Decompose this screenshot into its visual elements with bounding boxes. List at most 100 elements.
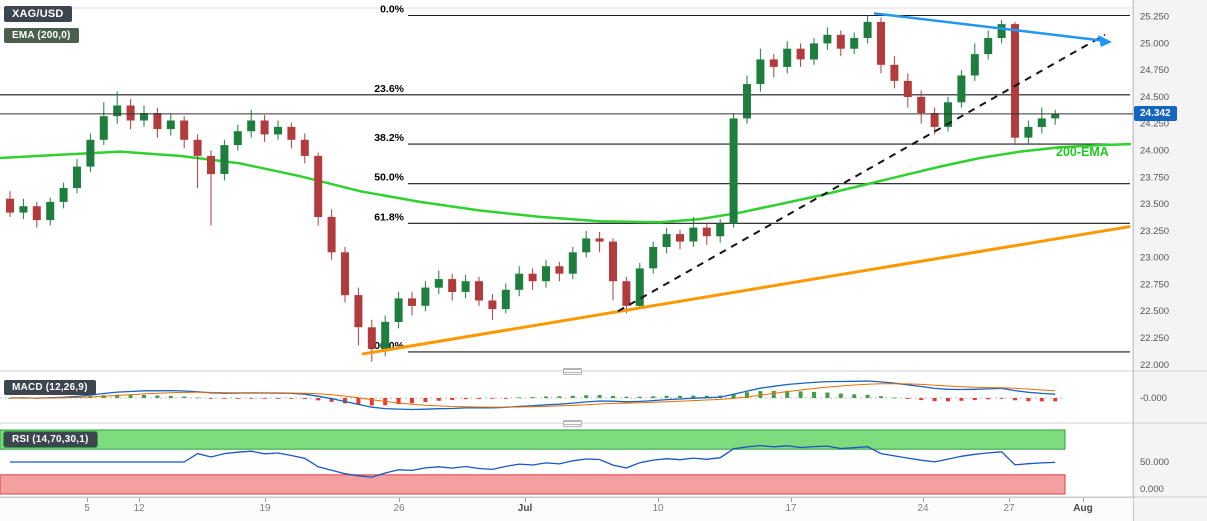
macd-histogram-bar xyxy=(75,396,79,398)
candlestick xyxy=(1024,120,1033,145)
candlestick xyxy=(220,139,229,181)
macd-histogram-bar xyxy=(771,390,776,398)
x-axis-label: 10 xyxy=(652,503,664,514)
candlestick xyxy=(126,99,135,130)
candlestick xyxy=(99,102,108,146)
x-axis-tick xyxy=(265,498,266,502)
macd-histogram-bar xyxy=(825,392,830,398)
candle-body xyxy=(743,84,751,119)
candlestick xyxy=(528,268,537,290)
candle-body xyxy=(877,21,885,65)
candlestick xyxy=(622,276,631,314)
x-axis-label: Jul xyxy=(517,503,533,514)
candle-body xyxy=(997,24,1006,38)
candle-body xyxy=(126,105,135,121)
macd-histogram-bar xyxy=(329,398,334,402)
candlestick xyxy=(408,291,416,316)
x-axis-tick xyxy=(658,498,659,502)
macd-histogram-bar xyxy=(396,398,401,405)
candle-body xyxy=(662,234,671,247)
candle-body xyxy=(233,131,242,146)
candle-body xyxy=(635,268,644,306)
fib-level-label: 23.6% xyxy=(374,83,404,95)
macd-histogram-bar xyxy=(88,396,93,398)
rsi-legend-badge[interactable]: RSI (14,70,30,1) xyxy=(3,431,98,448)
candlestick xyxy=(73,159,81,194)
macd-legend-badge[interactable]: MACD (12,26,9) xyxy=(4,380,96,395)
x-axis-label: 19 xyxy=(259,503,271,514)
pane-resize-handle[interactable] xyxy=(563,368,582,375)
candlestick xyxy=(19,198,28,220)
candlestick xyxy=(662,227,671,254)
macd-histogram-bar xyxy=(503,398,508,399)
rising-support-line xyxy=(361,225,1131,356)
macd-line xyxy=(9,380,1056,411)
candle-body xyxy=(917,96,926,113)
ema200-line xyxy=(0,142,1132,224)
candlestick xyxy=(810,38,818,65)
candlestick xyxy=(555,261,564,282)
macd-histogram-bar xyxy=(369,398,374,406)
x-axis-tick xyxy=(87,498,88,502)
candle-body xyxy=(1037,118,1046,127)
candle-body xyxy=(970,54,979,76)
time-axis[interactable]: 5 12 19 26 Jul 10 17 24 27 Aug xyxy=(0,497,1133,521)
macd-histogram-bar xyxy=(195,397,200,399)
candlestick xyxy=(957,70,966,108)
macd-histogram-bar xyxy=(932,398,937,402)
candle-body xyxy=(568,252,577,274)
macd-histogram-bar xyxy=(745,392,749,398)
candlestick xyxy=(649,241,658,274)
candle-body xyxy=(1011,24,1019,138)
macd-histogram-bar xyxy=(678,395,682,398)
macd-histogram-bar xyxy=(879,396,883,398)
macd-histogram-bar xyxy=(262,398,267,399)
macd-histogram-bar xyxy=(624,396,629,398)
candlestick xyxy=(582,230,591,258)
candle-body xyxy=(59,188,68,202)
candle-body xyxy=(408,298,416,306)
macd-histogram-bar xyxy=(798,391,803,398)
macd-histogram-bar xyxy=(450,398,455,400)
macd-histogram-bar xyxy=(1026,398,1031,402)
candlestick xyxy=(421,281,430,312)
candlestick xyxy=(917,90,926,124)
candle-body xyxy=(32,206,41,221)
ema-legend-badge[interactable]: EMA (200,0) xyxy=(4,28,79,43)
macd-histogram-bar xyxy=(490,398,495,399)
candlestick xyxy=(341,246,349,303)
x-axis-label: 27 xyxy=(1003,503,1015,514)
candle-body xyxy=(810,43,818,60)
pane-resize-handle[interactable] xyxy=(563,420,582,427)
macd-histogram-bar xyxy=(235,398,240,399)
rsi-oversold-band xyxy=(0,474,1066,495)
candlestick xyxy=(542,259,550,288)
candle-body xyxy=(930,113,939,127)
candlestick xyxy=(783,41,792,74)
macd-histogram-bar xyxy=(142,394,146,398)
macd-histogram-bar xyxy=(423,398,428,402)
candlestick xyxy=(274,120,282,140)
symbol-badge[interactable]: XAG/USD xyxy=(4,6,72,22)
candle-body xyxy=(475,281,483,301)
candlestick xyxy=(970,43,979,81)
candle-body xyxy=(676,234,684,242)
macd-histogram-bar xyxy=(892,397,897,399)
macd-histogram-bar xyxy=(383,398,388,406)
x-axis-label: 24 xyxy=(917,503,929,514)
x-axis-label: Aug xyxy=(1073,503,1093,514)
candlestick xyxy=(850,32,859,55)
candle-body xyxy=(957,75,966,103)
candlestick xyxy=(702,223,711,245)
macd-histogram-bar xyxy=(222,398,227,399)
candle-body xyxy=(113,105,122,117)
price-axis-panel[interactable] xyxy=(1133,0,1207,521)
macd-histogram-bar xyxy=(664,395,669,398)
candle-body xyxy=(836,34,845,49)
candlestick xyxy=(595,231,604,253)
macd-histogram-bar xyxy=(718,395,723,398)
candle-body xyxy=(850,38,859,49)
candle-body xyxy=(756,59,765,84)
